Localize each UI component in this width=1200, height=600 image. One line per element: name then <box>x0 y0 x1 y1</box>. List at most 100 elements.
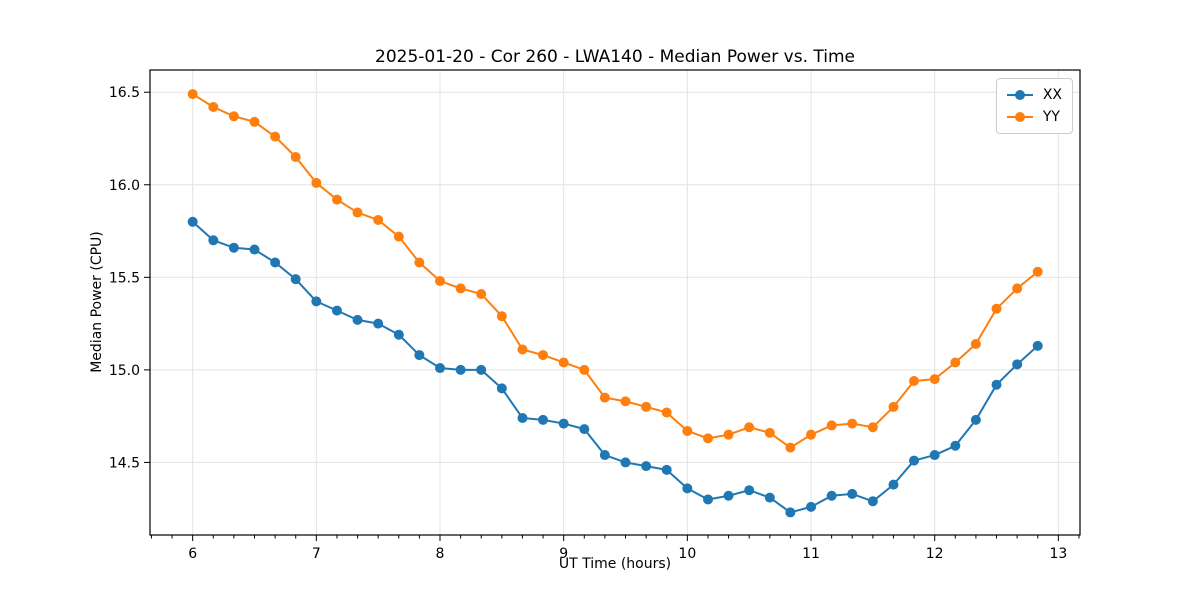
data-point-yy <box>950 357 961 368</box>
x-tick-label: 12 <box>926 546 944 562</box>
data-point-xx <box>373 318 384 329</box>
data-point-xx <box>991 379 1002 390</box>
data-point-yy <box>661 407 672 418</box>
data-point-yy <box>435 276 446 287</box>
data-point-xx <box>620 457 631 468</box>
x-tick-label: 13 <box>1049 546 1067 562</box>
series-line-yy <box>192 93 1039 449</box>
legend: XX YY <box>995 78 1073 134</box>
data-point-xx <box>661 464 672 475</box>
y-tick-label: 15.0 <box>109 363 140 379</box>
data-point-xx <box>187 216 198 227</box>
y-tick-label: 14.5 <box>109 455 140 471</box>
x-tick-label: 10 <box>678 546 696 562</box>
data-point-xx <box>682 483 693 494</box>
data-point-xx <box>1032 340 1043 351</box>
data-point-yy <box>744 422 755 433</box>
data-point-yy <box>558 357 569 368</box>
data-point-yy <box>187 89 198 100</box>
data-point-yy <box>929 374 940 385</box>
data-point-yy <box>208 102 219 113</box>
data-point-xx <box>517 413 528 424</box>
data-point-yy <box>909 375 920 386</box>
data-point-yy <box>723 429 734 440</box>
data-point-yy <box>620 396 631 407</box>
data-point-xx <box>723 490 734 501</box>
data-point-xx <box>950 440 961 451</box>
y-axis-label: Median Power (CPU) <box>89 231 105 373</box>
data-point-xx <box>867 496 878 507</box>
data-point-yy <box>867 422 878 433</box>
data-point-xx <box>538 414 549 425</box>
data-point-xx <box>290 274 301 285</box>
x-tick-label: 9 <box>559 546 568 562</box>
data-point-yy <box>228 111 239 122</box>
data-point-xx <box>929 450 940 461</box>
legend-label-xx: XX <box>1042 87 1062 103</box>
data-point-yy <box>496 311 507 322</box>
data-point-yy <box>393 231 404 242</box>
data-point-xx <box>847 488 858 499</box>
data-point-yy <box>888 401 899 412</box>
data-point-yy <box>455 283 466 294</box>
y-tick-label: 16.5 <box>109 85 140 101</box>
data-point-yy <box>311 177 322 188</box>
data-point-yy <box>579 364 590 375</box>
data-point-yy <box>641 401 652 412</box>
data-point-yy <box>352 207 363 218</box>
data-point-yy <box>1032 266 1043 277</box>
data-point-xx <box>455 364 466 375</box>
data-point-xx <box>228 242 239 253</box>
legend-item-yy: YY <box>1005 106 1062 128</box>
x-tick-label: 6 <box>188 546 197 562</box>
legend-item-xx: XX <box>1005 84 1062 106</box>
data-point-xx <box>703 494 713 505</box>
data-point-yy <box>270 131 281 142</box>
data-point-yy <box>414 257 425 268</box>
data-point-xx <box>393 329 404 340</box>
legend-label-yy: YY <box>1042 109 1060 125</box>
data-point-yy <box>806 429 817 440</box>
y-tick-label: 16.0 <box>109 178 140 194</box>
data-point-xx <box>744 485 755 496</box>
data-point-xx <box>270 257 281 268</box>
data-point-xx <box>249 244 260 255</box>
chart-title: 2025-01-20 - Cor 260 - LWA140 - Median P… <box>375 47 855 67</box>
data-point-xx <box>331 305 342 316</box>
data-point-yy <box>599 392 610 403</box>
data-point-xx <box>599 450 610 461</box>
data-point-yy <box>826 420 837 431</box>
data-point-xx <box>558 418 569 429</box>
x-tick-label: 11 <box>802 546 820 562</box>
data-point-xx <box>764 492 775 503</box>
data-point-yy <box>373 214 384 225</box>
data-point-yy <box>991 303 1002 314</box>
data-point-xx <box>909 455 920 466</box>
x-axis-label: UT Time (hours) <box>558 556 672 572</box>
data-point-xx <box>352 314 363 325</box>
data-point-yy <box>847 418 858 429</box>
data-point-xx <box>1012 359 1023 370</box>
data-point-yy <box>1012 283 1023 294</box>
data-point-xx <box>970 414 981 425</box>
data-point-yy <box>785 442 796 453</box>
y-tick-label: 15.5 <box>109 270 140 286</box>
data-point-xx <box>579 424 590 435</box>
data-point-xx <box>476 364 487 375</box>
data-point-xx <box>826 490 837 501</box>
legend-swatch-xx-icon <box>1006 90 1033 100</box>
data-point-xx <box>785 507 796 518</box>
data-point-yy <box>682 425 693 436</box>
data-point-xx <box>806 501 817 512</box>
data-point-xx <box>414 350 425 361</box>
data-point-xx <box>311 296 322 307</box>
data-point-yy <box>249 116 260 127</box>
data-point-yy <box>517 344 528 355</box>
data-point-xx <box>641 461 652 472</box>
plot-border <box>149 69 1081 536</box>
series-line-xx <box>191 221 1039 514</box>
x-tick-label: 8 <box>436 546 445 562</box>
data-point-yy <box>703 433 713 444</box>
